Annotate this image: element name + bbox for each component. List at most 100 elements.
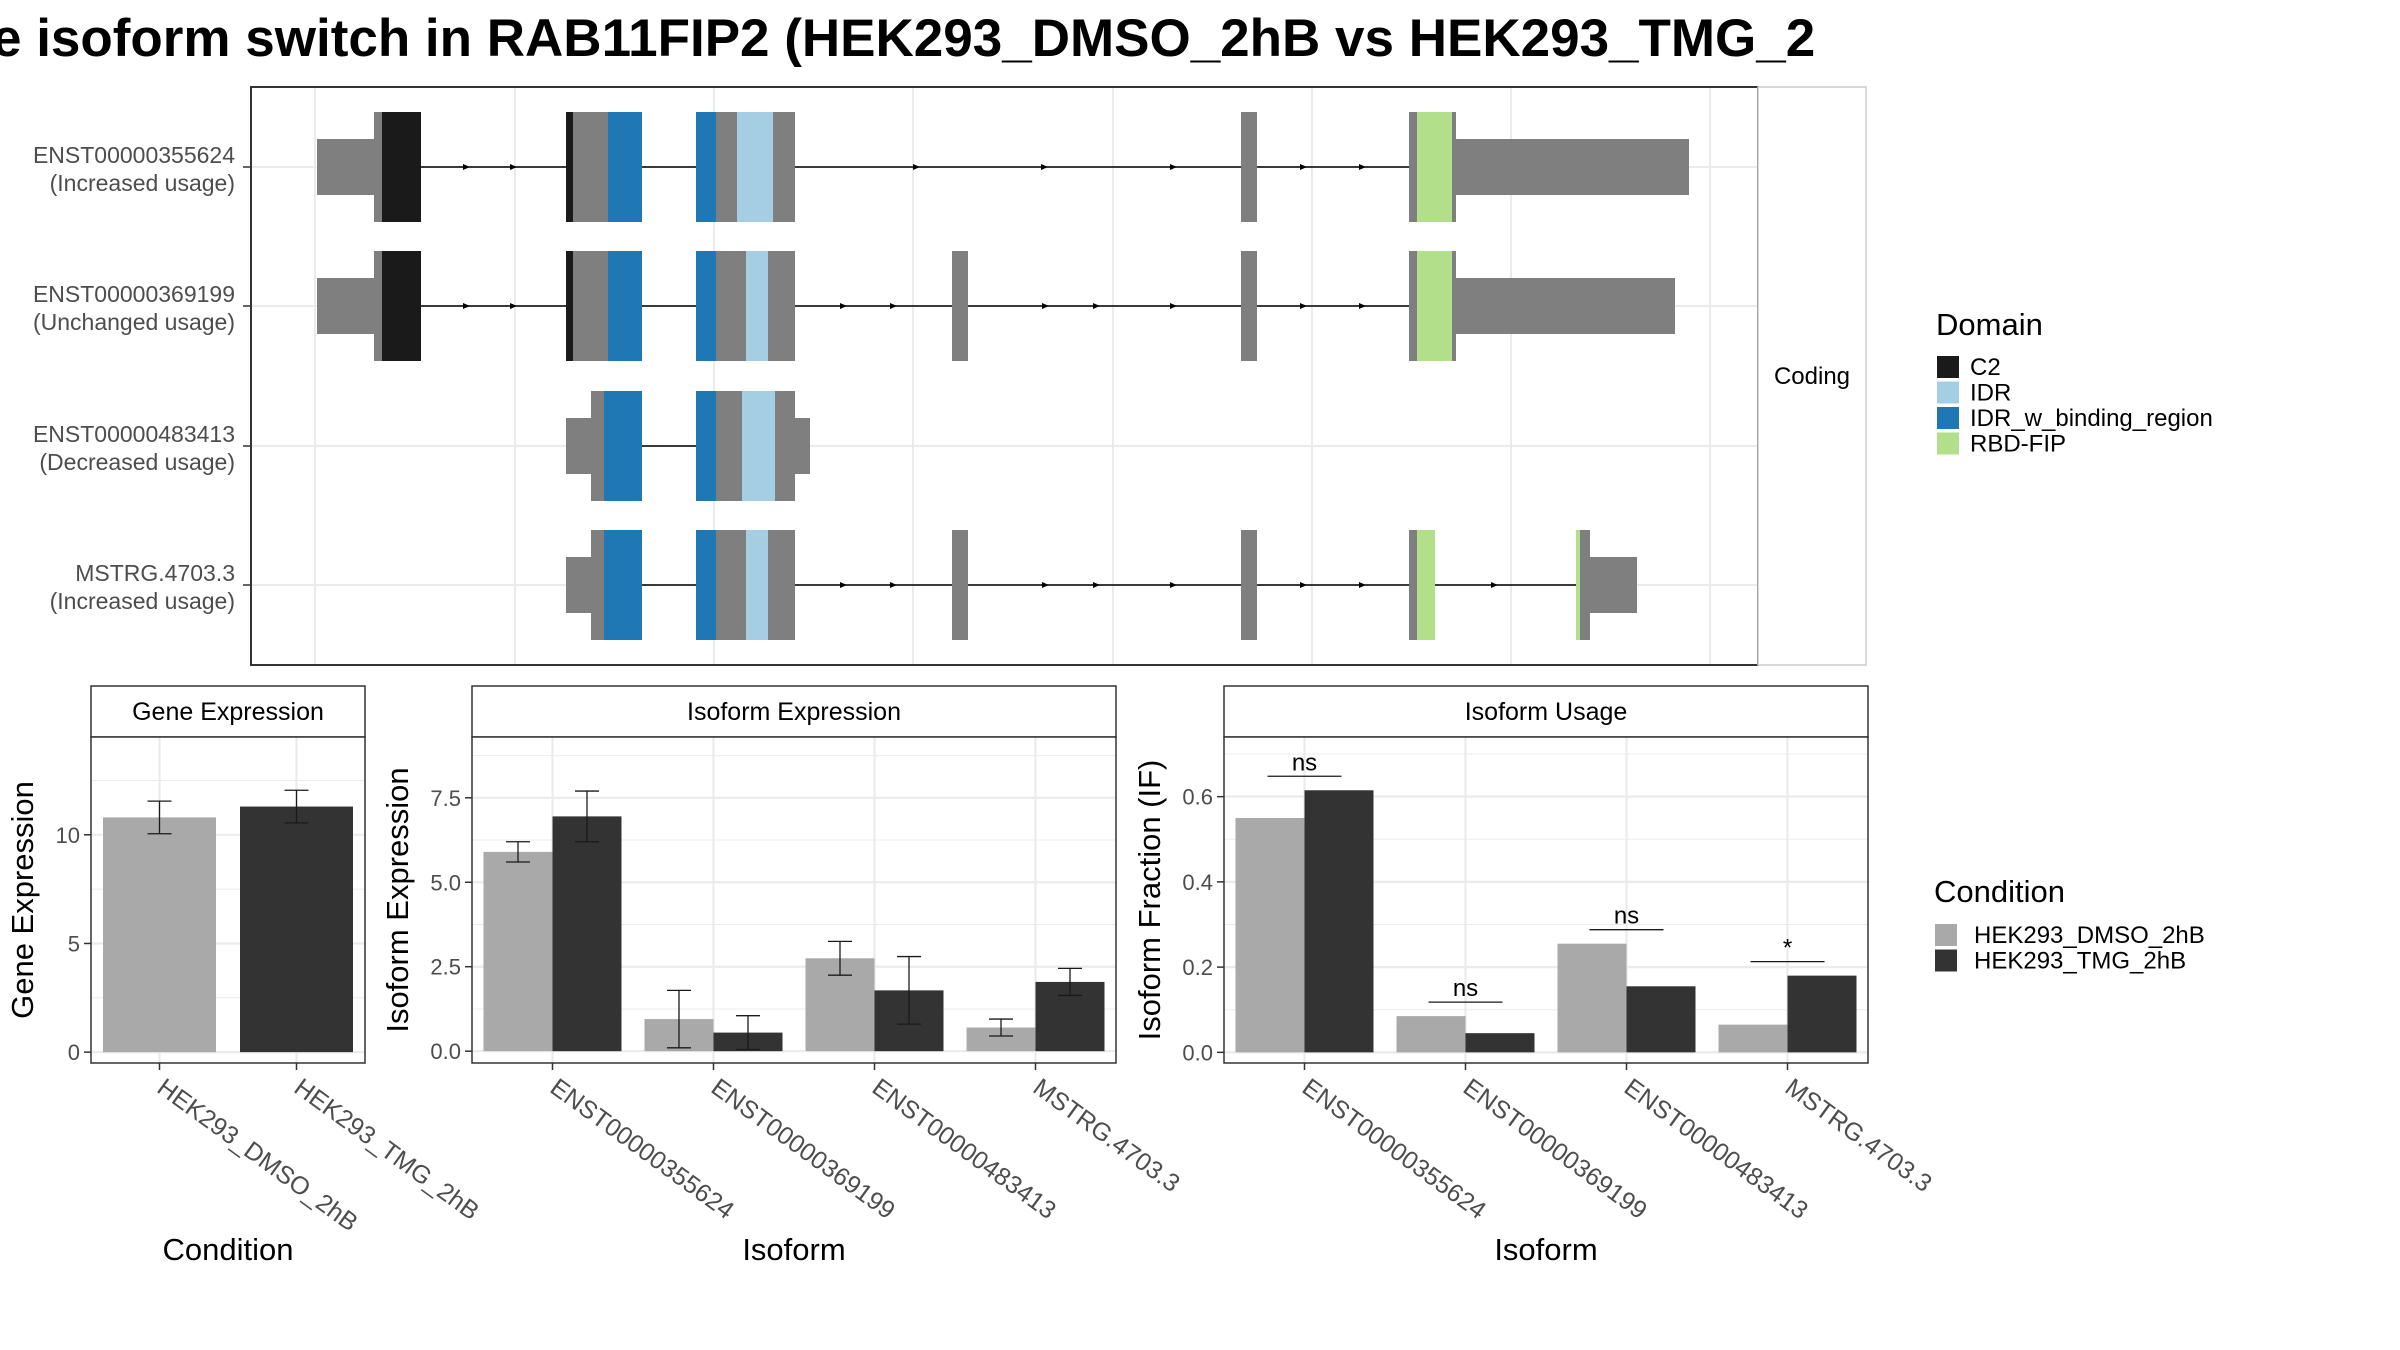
bar: [1235, 817, 1305, 1053]
isoform-expression-panel: Isoform Expression0.02.55.07.5ENST000003…: [380, 685, 1185, 1267]
domain-idr-w-binding-region: [604, 391, 642, 501]
intron-arrow: [890, 582, 897, 588]
legend-title: Condition: [1934, 874, 2065, 909]
domain-idr-w-binding-region: [608, 112, 642, 222]
x-axis-title: Condition: [163, 1232, 294, 1267]
chart-title: e isoform switch in RAB11FIP2 (HEK293_DM…: [0, 9, 1815, 68]
isoform-id-label: ENST00000483413: [33, 421, 235, 447]
x-tick-label: MSTRG.4703.3: [1028, 1073, 1185, 1198]
legend-key: [1937, 381, 1959, 404]
domain-idr: [737, 112, 773, 222]
intron-arrow: [1093, 582, 1100, 588]
coding-exon: [1241, 112, 1257, 222]
intron-arrow: [1170, 582, 1177, 588]
bar: [240, 806, 353, 1053]
coding-exon: [716, 530, 746, 640]
legend-key: [1935, 949, 1957, 972]
bar: [1304, 790, 1374, 1053]
significance-label: ns: [1453, 975, 1478, 1002]
coding-exon: [374, 251, 382, 361]
isoform-structure-panel: ENST00000355624(Increased usage)ENST0000…: [33, 86, 1867, 666]
coding-exon: [1241, 530, 1257, 640]
utr-exon: [1590, 557, 1637, 613]
y-tick-label: 5.0: [430, 870, 461, 895]
panel-title: Gene Expression: [132, 698, 324, 726]
bar: [1396, 1016, 1466, 1053]
domain-idr-w-binding-region: [608, 251, 642, 361]
coding-exon: [591, 391, 604, 501]
utr-exon: [1456, 139, 1689, 195]
domain-rbd-fip: [1576, 530, 1580, 640]
legend-label: C2: [1970, 354, 2001, 381]
intron-arrow: [1041, 164, 1048, 170]
coding-exon: [952, 251, 968, 361]
isoform-usage-label: (Increased usage): [50, 588, 235, 614]
coding-exon: [773, 112, 795, 222]
legend-key: [1937, 356, 1959, 378]
intron-arrow: [840, 303, 847, 309]
y-tick-label: 0.4: [1182, 870, 1213, 895]
domain-rbd-fip: [1417, 112, 1452, 222]
coding-exon: [1409, 530, 1417, 640]
y-tick-label: 0.0: [430, 1039, 461, 1064]
bar: [1465, 1033, 1535, 1053]
intron-arrow: [510, 303, 517, 309]
coding-exon: [952, 530, 968, 640]
isoform-usage-panel: Isoform Usagensnsns*0.00.20.40.6ENST0000…: [1132, 685, 1937, 1267]
intron-arrow: [1170, 303, 1177, 309]
intron-arrow: [913, 164, 920, 170]
domain-idr-w-binding-region: [696, 391, 716, 501]
x-tick-label: MSTRG.4703.3: [1780, 1073, 1937, 1198]
y-tick-label: 10: [56, 823, 80, 848]
legend-label: RBD-FIP: [1970, 431, 2066, 458]
intron-arrow: [1359, 164, 1366, 170]
intron-arrow: [1300, 303, 1307, 309]
intron-arrow: [890, 303, 897, 309]
intron-arrow: [1300, 582, 1307, 588]
domain-idr-w-binding-region: [696, 530, 716, 640]
legend-label: HEK293_TMG_2hB: [1974, 948, 2186, 975]
plot-border: [471, 736, 1117, 1064]
intron-arrow: [1042, 303, 1049, 309]
x-axis-title: Isoform: [742, 1232, 845, 1267]
plot-border: [90, 736, 366, 1064]
coding-exon: [1409, 251, 1417, 361]
isoform-id-label: ENST00000355624: [33, 142, 235, 168]
domain-rbd-fip: [1417, 251, 1452, 361]
coding-exon: [1580, 530, 1590, 640]
facet-strip-label: Coding: [1774, 363, 1850, 390]
coding-exon: [591, 530, 604, 640]
intron-arrow: [1300, 164, 1307, 170]
coding-exon: [1452, 251, 1456, 361]
y-tick-label: 0.2: [1182, 955, 1213, 980]
y-tick-label: 5: [68, 931, 80, 956]
bar: [1626, 986, 1696, 1053]
coding-exon: [1241, 251, 1257, 361]
panel-strip: [1223, 685, 1869, 738]
panel-strip: [90, 685, 366, 738]
coding-exon: [768, 530, 795, 640]
y-axis-title: Isoform Expression: [380, 767, 415, 1032]
panel-title: Isoform Usage: [1465, 698, 1628, 726]
isoform-usage-label: (Decreased usage): [39, 449, 235, 475]
legend-label: HEK293_DMSO_2hB: [1974, 922, 2205, 949]
intron-arrow: [1042, 582, 1049, 588]
legend-title: Domain: [1936, 307, 2043, 342]
bar: [483, 851, 553, 1052]
significance-label: ns: [1614, 903, 1639, 930]
domain-idr: [742, 391, 775, 501]
utr-exon: [795, 418, 810, 474]
domain-c2: [566, 251, 573, 361]
significance-label: ns: [1292, 749, 1317, 776]
coding-exon: [716, 112, 737, 222]
y-tick-label: 0: [68, 1040, 80, 1065]
bar: [966, 1027, 1036, 1052]
isoform-usage-label: (Increased usage): [50, 170, 235, 196]
legend-label: IDR_w_binding_region: [1970, 405, 2213, 432]
coding-exon: [775, 391, 795, 501]
intron-arrow: [1359, 303, 1366, 309]
domain-idr-w-binding-region: [696, 112, 716, 222]
y-tick-label: 2.5: [430, 955, 461, 980]
domain-c2: [566, 112, 573, 222]
